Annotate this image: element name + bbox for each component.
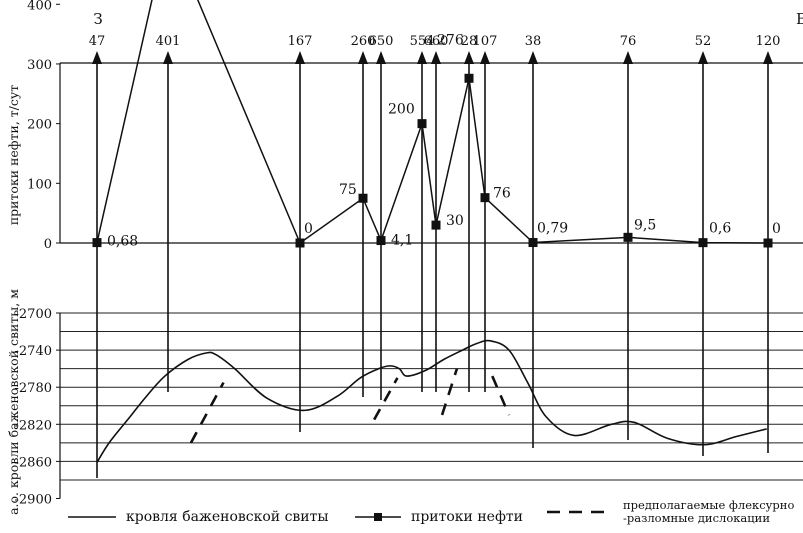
inflow-value-label-38: 0,79 [537,221,568,237]
depth-y-tick-label: -2700 [15,307,52,322]
legend-fault-swatch [547,510,605,514]
legend-fault-label-2: -разломные дислокации [623,511,771,525]
well-label-107: 107 [473,34,498,49]
roof-curve [96,339,767,463]
legend-inflow-label: притоки нефти [411,509,523,525]
legend-roof: кровля баженовской свиты [68,509,329,525]
well-label-660: 660 [424,34,449,49]
inflow-value-label-660: 30 [446,213,464,229]
inflow-y-tick-label: 400 [27,0,52,13]
well-label-401: 401 [156,34,181,49]
inflow-value-label-52: 0,6 [709,221,731,237]
inflow-value-label-167: 0 [304,221,313,237]
depth-y-tick-label: -2820 [15,418,52,433]
inflow-y-tick-label: 200 [27,118,52,133]
depth-y-tick-label: -2860 [15,455,52,470]
inflow-value-label-76: 9,5 [634,217,656,233]
inflow-value-label-650: 4,1 [391,233,413,249]
well-label-76: 76 [620,34,637,49]
well-arrow-47 [92,51,102,64]
well-label-167: 167 [288,34,313,49]
legend-roof-swatch [68,516,116,518]
fault-dashed-line-3 [440,368,459,416]
well-arrow-107 [480,51,490,64]
well-label-120: 120 [756,34,781,49]
depth-y-tick-label: -2780 [15,381,52,396]
well-arrow-28 [464,51,474,64]
legend-fault-label-1: предполагаемые флексурно [623,498,795,512]
well-label-52: 52 [695,34,712,49]
inflow-value-label-554: 200 [388,102,415,118]
legend-inflow-swatch [355,513,401,521]
legend-roof-label: кровля баженовской свиты [126,509,329,525]
well-arrow-554 [417,51,427,64]
direction-east-label: В [796,10,803,28]
well-arrow-650 [376,51,386,64]
inflow-panel: 0100200300400500600притоки нефти, т/сутЗ… [6,0,803,252]
depth-y-tick-label: -2740 [15,344,52,359]
inflow-y-tick-label: 100 [27,177,52,192]
fault-dashed-line-4 [491,375,511,416]
well-arrow-260 [358,51,368,64]
well-label-38: 38 [525,34,542,49]
well-arrow-38 [528,51,538,64]
well-arrow-120 [763,51,773,64]
well-label-554: 554 [410,34,435,49]
direction-west-label: З [93,10,102,28]
well-label-47: 47 [89,34,106,49]
well-label-260: 260 [351,34,376,49]
legend: кровля баженовской свиты притоки нефти п… [0,499,803,533]
well-label-28: 28 [461,34,478,49]
well-arrow-76 [623,51,633,64]
fault-dashed-line-1 [189,381,225,444]
inflow-value-label-28: 276 [437,32,464,48]
well-arrow-660 [431,51,441,64]
well-arrow-167 [295,51,305,64]
depth-y-axis-title: а.о. кровли баженовской свиты, м [6,289,21,515]
inflow-value-label-120: 0 [772,221,781,237]
inflow-value-label-260: 75 [339,182,357,198]
inflow-value-label-47: 0,68 [107,234,138,250]
well-arrow-401 [163,51,173,64]
legend-fault: предполагаемые флексурно -разломные дисл… [545,499,794,525]
well-label-650: 650 [369,34,394,49]
inflow-y-axis-title: притоки нефти, т/сут [6,85,21,225]
well-arrow-52 [698,51,708,64]
fault-dashed-line-2 [373,377,399,421]
depth-y-tick-label: -2900 [15,493,52,508]
legend-inflow: притоки нефти [355,509,523,525]
inflow-y-tick-label: 0 [44,237,52,252]
inflow-y-tick-label: 300 [27,58,52,73]
inflow-value-label-107: 76 [493,186,511,202]
